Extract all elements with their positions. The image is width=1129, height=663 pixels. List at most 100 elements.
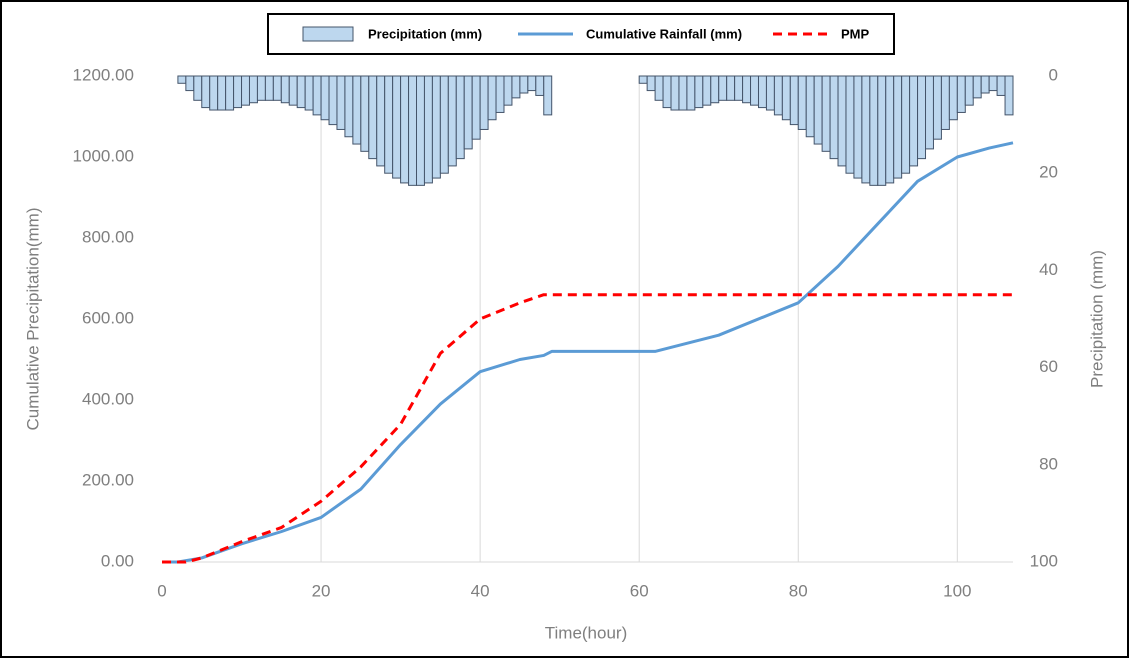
y2-tick-label: 40 xyxy=(1039,260,1058,279)
bar xyxy=(829,75,839,160)
bar xyxy=(503,75,513,106)
bar xyxy=(757,75,767,109)
bar xyxy=(296,75,306,109)
bar xyxy=(264,75,274,101)
x-tick-label: 100 xyxy=(943,581,971,600)
bar xyxy=(416,75,425,186)
bar xyxy=(368,75,378,160)
bar xyxy=(471,75,481,140)
legend-box xyxy=(267,13,895,55)
y-tick-label: 200.00 xyxy=(82,470,134,489)
y-tick-label: 0.00 xyxy=(101,551,134,570)
bar xyxy=(312,75,322,116)
y2-tick-label: 100 xyxy=(1030,551,1058,570)
bar xyxy=(750,75,759,106)
bar xyxy=(487,75,497,121)
bar xyxy=(360,75,370,152)
bar xyxy=(781,75,791,121)
bar xyxy=(336,75,346,130)
bar xyxy=(877,75,887,186)
bar xyxy=(718,75,728,101)
bar xyxy=(256,75,266,101)
bar xyxy=(885,75,895,184)
bar xyxy=(280,75,290,104)
bar xyxy=(710,75,720,104)
bar xyxy=(248,75,258,104)
bar xyxy=(988,75,998,92)
bar xyxy=(201,75,211,109)
bar xyxy=(702,75,712,106)
bar xyxy=(455,75,465,160)
y-tick-label: 600.00 xyxy=(82,308,134,327)
bar xyxy=(797,75,807,130)
bar xyxy=(463,75,473,150)
y2-tick-label: 0 xyxy=(1049,65,1058,84)
bar xyxy=(408,75,418,186)
bar xyxy=(996,75,1006,96)
x-axis-label: Time(hour) xyxy=(545,623,628,642)
bar xyxy=(694,75,704,109)
bar xyxy=(344,75,354,138)
bar xyxy=(320,75,330,121)
bar xyxy=(909,75,919,167)
x-tick-label: 60 xyxy=(630,581,649,600)
x-tick-label: 40 xyxy=(471,581,490,600)
legend-label: PMP xyxy=(841,26,870,41)
bar xyxy=(1004,75,1014,116)
bar xyxy=(193,75,203,101)
bar xyxy=(932,75,942,140)
bar xyxy=(638,75,648,84)
bar xyxy=(678,75,688,111)
bar xyxy=(376,75,386,167)
bar xyxy=(543,75,553,116)
y2-tick-label: 20 xyxy=(1039,163,1058,182)
bar xyxy=(519,75,529,94)
y-tick-label: 1200.00 xyxy=(73,65,134,84)
bar xyxy=(225,75,235,111)
bar xyxy=(177,75,187,84)
legend-label: Cumulative Rainfall (mm) xyxy=(586,26,742,41)
bar xyxy=(439,75,449,174)
legend-label: Precipitation (mm) xyxy=(368,26,482,41)
bar xyxy=(901,75,911,174)
bar xyxy=(686,75,696,111)
bar xyxy=(272,75,282,101)
bar xyxy=(726,75,736,101)
bar xyxy=(662,75,672,109)
bar xyxy=(821,75,831,152)
y2-axis-label: Precipitation (mm) xyxy=(1087,250,1106,388)
y2-tick-label: 60 xyxy=(1039,357,1058,376)
bar xyxy=(773,75,783,116)
bar xyxy=(288,75,298,106)
bar xyxy=(392,75,402,179)
bar xyxy=(670,75,680,111)
bar xyxy=(917,75,927,160)
y-tick-label: 1000.00 xyxy=(73,146,134,165)
line xyxy=(162,141,1014,564)
bar xyxy=(956,75,966,113)
x-tick-label: 0 xyxy=(157,581,166,600)
x-tick-label: 20 xyxy=(312,581,331,600)
bar xyxy=(948,75,958,121)
bar xyxy=(479,75,489,130)
bar xyxy=(980,75,990,94)
bar xyxy=(233,75,243,109)
bar xyxy=(511,75,521,99)
bar xyxy=(352,75,362,145)
bar xyxy=(742,75,752,104)
x-tick-label: 80 xyxy=(789,581,808,600)
y-tick-label: 800.00 xyxy=(82,227,134,246)
bar xyxy=(423,75,433,184)
bar xyxy=(861,75,871,184)
bar xyxy=(940,75,950,130)
bar xyxy=(869,75,879,186)
bar xyxy=(185,75,195,92)
bar xyxy=(431,75,441,179)
bar xyxy=(447,75,457,167)
bar xyxy=(964,75,974,106)
bar xyxy=(972,75,982,99)
bar xyxy=(765,75,775,111)
bar xyxy=(209,75,219,111)
bar xyxy=(646,75,656,92)
